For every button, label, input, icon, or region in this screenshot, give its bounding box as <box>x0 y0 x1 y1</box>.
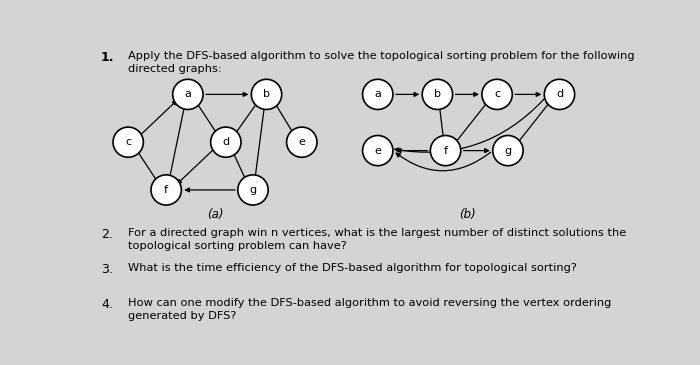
Text: 4.: 4. <box>101 298 113 311</box>
Ellipse shape <box>493 135 523 166</box>
Ellipse shape <box>238 175 268 205</box>
Text: Apply the DFS-based algorithm to solve the topological sorting problem for the f: Apply the DFS-based algorithm to solve t… <box>128 51 635 74</box>
Ellipse shape <box>482 79 512 110</box>
Ellipse shape <box>151 175 181 205</box>
Text: e: e <box>374 146 382 155</box>
Ellipse shape <box>113 127 144 157</box>
Ellipse shape <box>173 79 203 110</box>
Text: 3.: 3. <box>101 263 113 276</box>
Text: b: b <box>263 89 270 99</box>
Text: a: a <box>374 89 382 99</box>
Ellipse shape <box>545 79 575 110</box>
Text: (a): (a) <box>206 208 223 221</box>
Text: f: f <box>164 185 168 195</box>
Ellipse shape <box>422 79 453 110</box>
Text: c: c <box>125 137 132 147</box>
Text: c: c <box>494 89 500 99</box>
Ellipse shape <box>363 135 393 166</box>
Text: g: g <box>249 185 256 195</box>
Text: f: f <box>444 146 447 155</box>
Text: 1.: 1. <box>101 51 115 64</box>
Text: How can one modify the DFS-based algorithm to avoid reversing the vertex orderin: How can one modify the DFS-based algorit… <box>128 298 612 321</box>
Ellipse shape <box>211 127 241 157</box>
Text: e: e <box>298 137 305 147</box>
Text: What is the time efficiency of the DFS-based algorithm for topological sorting?: What is the time efficiency of the DFS-b… <box>128 263 577 273</box>
Text: (b): (b) <box>459 208 475 221</box>
Text: a: a <box>184 89 191 99</box>
Ellipse shape <box>363 79 393 110</box>
Text: g: g <box>505 146 512 155</box>
Ellipse shape <box>430 135 461 166</box>
Text: b: b <box>434 89 441 99</box>
Ellipse shape <box>286 127 317 157</box>
Text: d: d <box>223 137 230 147</box>
Text: d: d <box>556 89 563 99</box>
Ellipse shape <box>251 79 281 110</box>
Text: For a directed graph win n vertices, what is the largest number of distinct solu: For a directed graph win n vertices, wha… <box>128 228 626 251</box>
Text: 2.: 2. <box>101 228 113 241</box>
